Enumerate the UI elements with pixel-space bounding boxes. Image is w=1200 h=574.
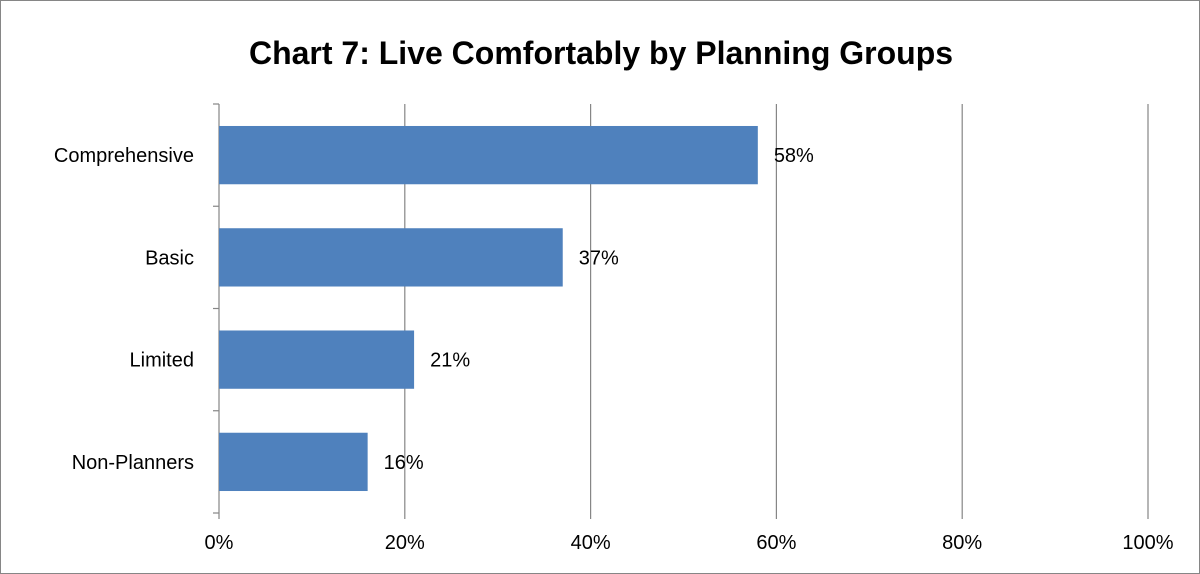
x-tick-label: 100% — [1122, 532, 1173, 554]
data-label: 21% — [430, 350, 470, 372]
category-label: Limited — [130, 350, 194, 372]
x-tick-label: 0% — [205, 532, 234, 554]
labels: 0% 20% 40% 60% 80% 100% Comprehensive 58% Basic 3… — [54, 145, 1174, 554]
data-label: 16% — [384, 452, 424, 474]
category-label: Comprehensive — [54, 145, 194, 167]
bar — [219, 125, 758, 185]
x-tick-label: 80% — [942, 532, 982, 554]
bars — [219, 125, 758, 492]
bar — [219, 432, 368, 492]
bar — [219, 330, 415, 389]
x-tick-label: 20% — [385, 532, 425, 554]
data-label: 37% — [579, 247, 619, 269]
bar — [219, 228, 563, 287]
category-label: Basic — [145, 247, 194, 269]
chart-title: Chart 7: Live Comfortably by Planning Gr… — [249, 35, 953, 71]
category-label: Non-Planners — [72, 452, 194, 474]
data-label: 58% — [774, 145, 814, 167]
x-tick-label: 40% — [571, 532, 611, 554]
x-tick-label: 60% — [756, 532, 796, 554]
